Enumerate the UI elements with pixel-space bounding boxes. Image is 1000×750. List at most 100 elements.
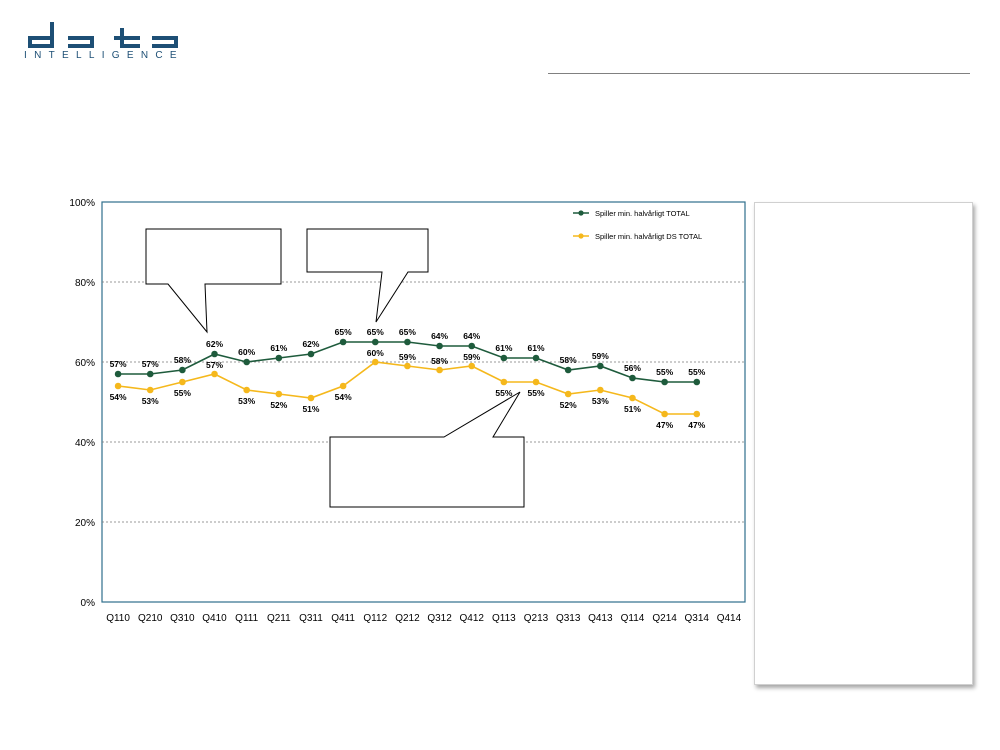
- legend: Spiller min. halvårligt TOTAL Spiller mi…: [560, 205, 744, 245]
- y-tick-label: 0%: [81, 598, 96, 609]
- x-tick-label: Q312: [427, 613, 452, 624]
- x-tick-label: Q110: [106, 613, 130, 624]
- callout-box: [329, 391, 525, 508]
- logo-wordmark: INTELLIGENCE: [24, 50, 184, 61]
- data-point: [179, 378, 186, 386]
- data-label: 55%: [688, 367, 705, 377]
- data-point: [661, 378, 668, 386]
- x-tick-label: Q410: [202, 613, 227, 624]
- data-label: 59%: [592, 351, 609, 361]
- data-label: 53%: [142, 396, 159, 406]
- data-label: 58%: [560, 355, 577, 365]
- data-point: [114, 382, 122, 390]
- data-point: [339, 338, 347, 346]
- x-tick-label: Q414: [717, 613, 742, 624]
- data-label: 58%: [431, 356, 448, 366]
- data-label: 53%: [238, 396, 255, 406]
- data-label: 55%: [495, 388, 512, 398]
- y-tick-label: 60%: [75, 358, 95, 369]
- data-point: [243, 386, 250, 394]
- legend-label: Spiller min. halvårligt DS TOTAL: [595, 232, 702, 241]
- comment-panel: [754, 202, 973, 685]
- x-tick-label: Q313: [556, 613, 581, 624]
- x-tick-label: Q413: [588, 613, 613, 624]
- data-point: [532, 378, 540, 386]
- data-label: 51%: [302, 404, 319, 414]
- x-tick-label: Q210: [138, 613, 163, 624]
- callout-box: [145, 228, 282, 334]
- data-label: 52%: [560, 400, 577, 410]
- x-tick-label: Q114: [621, 613, 645, 624]
- data-point: [307, 394, 315, 402]
- x-tick-label: Q113: [492, 613, 516, 624]
- data-label: 56%: [624, 363, 641, 373]
- data-label: 58%: [174, 355, 191, 365]
- data-point: [146, 386, 154, 394]
- x-tick-label: Q214: [652, 613, 677, 624]
- data-label: 62%: [206, 339, 223, 349]
- data-point: [211, 350, 218, 358]
- data-point: [693, 410, 701, 418]
- x-tick-label: Q111: [235, 613, 258, 624]
- x-tick-label: Q211: [267, 613, 291, 624]
- data-label: 54%: [335, 392, 352, 402]
- data-label: 61%: [495, 343, 512, 353]
- y-tick-label: 80%: [75, 278, 95, 289]
- data-label: 64%: [463, 331, 480, 341]
- y-tick-label: 40%: [75, 438, 95, 449]
- data-point: [275, 354, 283, 362]
- data-point: [436, 342, 443, 350]
- data-label: 65%: [367, 327, 384, 337]
- data-label: 47%: [656, 420, 673, 430]
- legend-marker: [578, 210, 584, 216]
- x-tick-label: Q314: [685, 613, 710, 624]
- data-label: 62%: [302, 339, 319, 349]
- y-tick-label: 20%: [75, 518, 95, 529]
- data-point: [564, 390, 572, 398]
- data-point: [339, 382, 347, 390]
- data-label: 52%: [270, 400, 287, 410]
- data-point: [243, 358, 250, 366]
- data-label: 59%: [399, 352, 416, 362]
- data-label: 65%: [399, 327, 416, 337]
- x-tick-label: Q311: [299, 613, 323, 624]
- data-label: 61%: [270, 343, 287, 353]
- data-point: [211, 370, 218, 378]
- data-point: [307, 350, 315, 358]
- x-tick-label: Q310: [170, 613, 195, 624]
- data-label: 60%: [367, 348, 384, 358]
- header-divider: [548, 73, 970, 74]
- data-label: 55%: [174, 388, 191, 398]
- data-point: [114, 370, 122, 378]
- data-point: [371, 338, 379, 346]
- callout-box: [306, 228, 429, 323]
- data-label: 61%: [528, 343, 545, 353]
- data-label: 55%: [656, 367, 673, 377]
- data-point: [275, 390, 283, 398]
- data-point: [404, 338, 411, 346]
- data-label: 57%: [110, 359, 127, 369]
- data-point: [597, 386, 604, 394]
- data-point: [597, 362, 604, 370]
- data-point: [468, 362, 476, 370]
- data-label: 65%: [335, 327, 352, 337]
- x-tick-label: Q112: [363, 613, 387, 624]
- x-tick-label: Q213: [524, 613, 549, 624]
- data-point: [661, 410, 668, 418]
- data-point: [629, 394, 636, 402]
- data-point: [404, 362, 411, 370]
- data-label: 59%: [463, 352, 480, 362]
- data-label: 64%: [431, 331, 448, 341]
- data-point: [179, 366, 186, 374]
- logo: [28, 22, 178, 48]
- data-point: [468, 342, 476, 350]
- data-point: [436, 366, 443, 374]
- data-label: 51%: [624, 404, 641, 414]
- x-tick-label: Q412: [459, 613, 484, 624]
- data-point: [693, 378, 701, 386]
- data-point: [500, 378, 508, 386]
- legend-marker: [578, 233, 584, 239]
- data-point: [371, 358, 379, 366]
- data-point: [629, 374, 636, 382]
